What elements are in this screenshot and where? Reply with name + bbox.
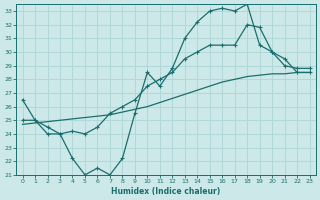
X-axis label: Humidex (Indice chaleur): Humidex (Indice chaleur) — [111, 187, 221, 196]
